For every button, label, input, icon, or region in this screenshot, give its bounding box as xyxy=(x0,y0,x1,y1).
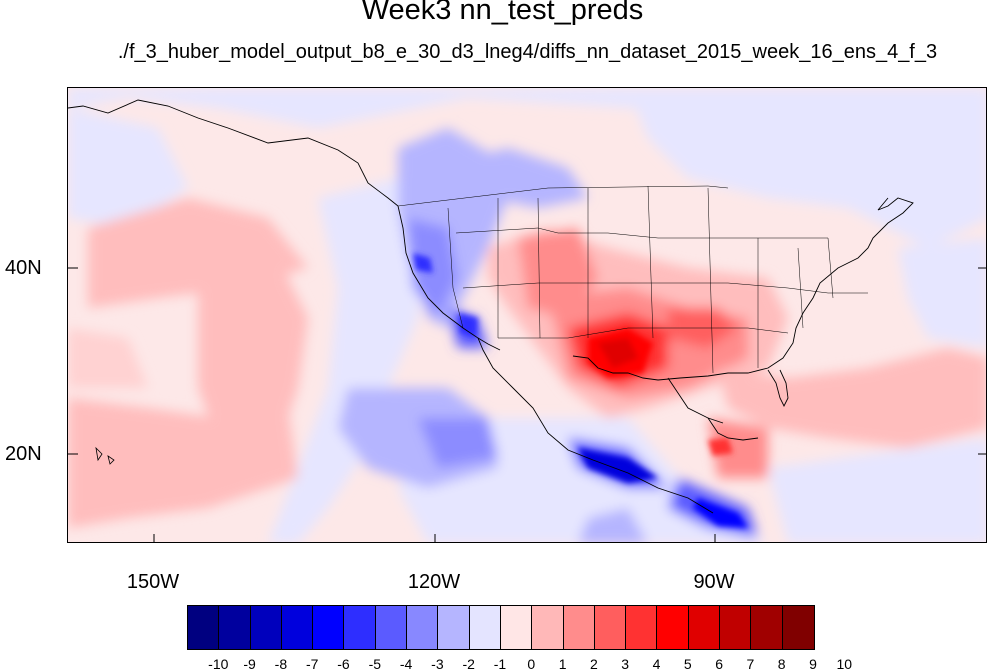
colorbar-label: 5 xyxy=(683,656,692,672)
colorbar-label: -10 xyxy=(208,656,229,672)
colorbar-box xyxy=(188,606,220,649)
anomaly-map xyxy=(68,88,986,542)
colorbar-box xyxy=(469,606,501,649)
lat-label-40n: 40N xyxy=(5,257,42,279)
colorbar-box xyxy=(500,606,533,649)
colorbar-label: 10 xyxy=(836,656,853,672)
colorbar-box xyxy=(626,606,658,649)
colorbar-label: 9 xyxy=(809,656,817,672)
colorbar-box xyxy=(688,606,721,649)
colorbar-label: -2 xyxy=(462,656,475,672)
colorbar-box xyxy=(782,606,814,649)
colorbar-box xyxy=(375,606,408,649)
plot-subtitle: ./f_3_huber_model_output_b8_e_30_d3_lneg… xyxy=(117,41,938,63)
colorbar-label: 2 xyxy=(589,656,598,672)
colorbar-label: 0 xyxy=(527,656,536,672)
lon-label-90w: 90W xyxy=(693,571,735,593)
lat-label-20n: 20N xyxy=(5,443,42,465)
colorbar-box xyxy=(594,606,627,649)
colorbar-box xyxy=(407,606,439,649)
colorbar-box xyxy=(532,606,564,649)
colorbar-box xyxy=(438,606,470,649)
colorbar-label: -5 xyxy=(368,656,382,672)
colorbar-label: 6 xyxy=(715,656,723,672)
hawaii-islands xyxy=(95,446,115,465)
colorbar-box xyxy=(250,606,282,649)
colorbar-label: -9 xyxy=(243,656,256,672)
colorbar-box xyxy=(751,606,783,649)
colorbar-box xyxy=(313,606,345,649)
axis-ticks xyxy=(68,267,986,542)
state-borders xyxy=(397,185,868,374)
colorbar-label: -7 xyxy=(305,656,319,672)
coastlines xyxy=(68,99,914,514)
colorbar-label: 3 xyxy=(621,656,630,672)
colorbar-label: -3 xyxy=(431,656,444,672)
plot-title: Week3 nn_test_preds xyxy=(361,0,644,26)
colorbar-box xyxy=(563,606,595,649)
lon-label-120w: 120W xyxy=(407,571,461,593)
colorbar-label: -6 xyxy=(337,656,350,672)
anomaly-cores xyxy=(413,253,748,528)
colorbar-box xyxy=(720,606,752,649)
colorbar-box xyxy=(657,606,689,649)
colorbar-label: 7 xyxy=(746,656,755,672)
colorbar-label: -4 xyxy=(399,656,413,672)
colorbar-label: 1 xyxy=(558,656,567,672)
colorbar-label: 8 xyxy=(777,656,786,672)
colorbar xyxy=(187,605,815,650)
lon-label-150w: 150W xyxy=(126,571,180,593)
colorbar-box xyxy=(344,606,376,649)
colorbar-label: 4 xyxy=(652,656,661,672)
colorbar-label: -1 xyxy=(493,656,507,672)
colorbar-label: -8 xyxy=(274,656,288,672)
map-panel xyxy=(67,87,987,543)
anomaly-fields xyxy=(68,88,986,542)
colorbar-box xyxy=(219,606,251,649)
colorbar-box xyxy=(281,606,314,649)
